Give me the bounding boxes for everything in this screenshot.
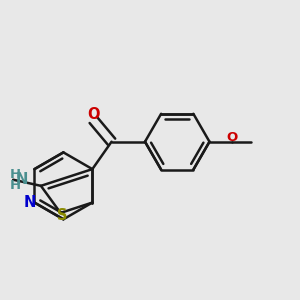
Text: O: O (87, 107, 100, 122)
Text: H: H (10, 178, 21, 192)
Text: N: N (16, 172, 28, 187)
Text: H: H (10, 168, 21, 181)
Text: S: S (57, 208, 67, 223)
Text: N: N (24, 195, 36, 210)
Text: O: O (226, 131, 238, 144)
